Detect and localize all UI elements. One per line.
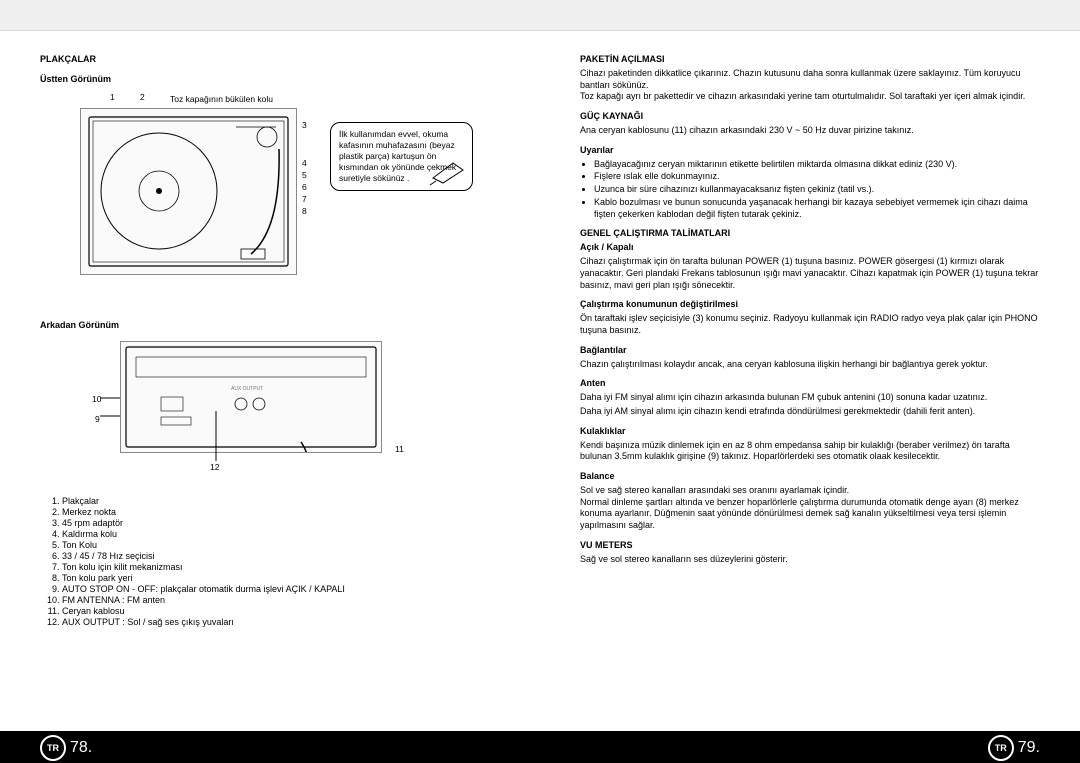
page-number-text: 79.: [1018, 739, 1040, 757]
part-item: 33 / 45 / 78 Hız seçicisi: [62, 551, 520, 561]
section-title-plakcalar: PLAKÇALAR: [40, 54, 520, 64]
top-gradient-bar: [0, 0, 1080, 31]
warnings-list: Bağlayacağınız ceryan miktarının etikett…: [580, 159, 1040, 220]
parts-list: Plakçalar Merkez nokta 45 rpm adaptör Ka…: [40, 496, 520, 627]
h-connections: Bağlantılar: [580, 345, 1040, 355]
p-antenna-am: Daha iyi AM sinyal alımı için cihazın ke…: [580, 406, 1040, 418]
h-warnings: Uyarılar: [580, 145, 1040, 155]
h-vumeters: VU METERS: [580, 540, 1040, 550]
h-onoff: Açık / Kapalı: [580, 242, 1040, 252]
h-antenna: Anten: [580, 378, 1040, 388]
page-number-left: TR 78.: [40, 735, 92, 761]
part-item: Plakçalar: [62, 496, 520, 506]
h-headphones: Kulaklıklar: [580, 426, 1040, 436]
h-power: GÜÇ KAYNAĞI: [580, 111, 1040, 121]
callout-num: 4: [302, 158, 307, 168]
callout-num: 7: [302, 194, 307, 204]
part-item: AUTO STOP ON - OFF: plakçalar otomatik d…: [62, 584, 520, 594]
p-antenna-fm: Daha iyi FM sinyal alımı için cihazın ar…: [580, 392, 1040, 404]
p-headphones: Kendi başınıza müzik dinlemek için en az…: [580, 440, 1040, 463]
part-item: Ton kolu için kilit mekanizması: [62, 562, 520, 572]
h-mode: Çalıştırma konumunun değiştirilmesi: [580, 299, 1040, 309]
label-rear-view: Arkadan Görünüm: [40, 320, 520, 330]
part-item: Ton Kolu: [62, 540, 520, 550]
callout-num: 3: [302, 120, 307, 130]
callout-num: 11: [395, 444, 404, 454]
p-mode: Ön taraftaki işlev seçicisiyle (3) konum…: [580, 313, 1040, 336]
p-unpacking: Cihazı paketinden dikkatlice çıkarınız. …: [580, 68, 1040, 103]
warning-item: Fişlere ıslak elle dokunmayınız.: [594, 171, 1040, 183]
warning-item: Bağlayacağınız ceryan miktarının etikett…: [594, 159, 1040, 171]
callout-num: 12: [210, 462, 219, 472]
h-general: GENEL ÇALIŞTIRMA TALİMATLARI: [580, 228, 1040, 238]
callout-num: 1: [110, 92, 115, 102]
left-page: PLAKÇALAR Üstten Görünüm 1 2 Toz kapağın…: [40, 40, 520, 718]
leader-line: [215, 411, 217, 461]
h-balance: Balance: [580, 471, 1040, 481]
right-page: PAKETİN AÇILMASI Cihazı paketinden dikka…: [580, 40, 1040, 718]
svg-text:AUX OUTPUT: AUX OUTPUT: [231, 386, 263, 392]
p-vumeters: Sağ ve sol stereo kanalların ses düzeyle…: [580, 554, 1040, 566]
p-balance: Sol ve sağ stereo kanalları arasındaki s…: [580, 485, 1040, 532]
callout-num: 5: [302, 170, 307, 180]
diagram-rear-view: AUX OUTPUT: [120, 341, 382, 453]
p-power: Ana ceryan kablosunu (11) cihazın arkası…: [580, 125, 1040, 137]
p-connections: Chazın çalıştırılması kolaydır ancak, an…: [580, 359, 1040, 371]
part-item: Merkez nokta: [62, 507, 520, 517]
dustcover-note: Toz kapağının bükülen kolu: [170, 94, 273, 104]
callout-num: 8: [302, 206, 307, 216]
lang-badge: TR: [40, 735, 66, 761]
part-item: 45 rpm adaptör: [62, 518, 520, 528]
part-item: AUX OUTPUT : Sol / sağ ses çıkış yuvalar…: [62, 617, 520, 627]
p-onoff: Cihazı çalıştırmak için ön tarafta bulun…: [580, 256, 1040, 291]
h-unpacking: PAKETİN AÇILMASI: [580, 54, 1040, 64]
part-item: Ton kolu park yeri: [62, 573, 520, 583]
label-top-view: Üstten Görünüm: [40, 74, 520, 84]
page-number-text: 78.: [70, 739, 92, 757]
cartridge-icon: [428, 158, 468, 186]
warning-item: Kablo bozulması ve bunun sonucunda yaşan…: [594, 197, 1040, 220]
callout-num: 2: [140, 92, 145, 102]
diagram-top-view: [80, 108, 297, 275]
footer-bar: TR 78. TR 79.: [0, 731, 1080, 763]
part-item: Ceryan kablosu: [62, 606, 520, 616]
callout-num: 6: [302, 182, 307, 192]
page-number-right: TR 79.: [988, 735, 1040, 761]
callout-box-cartridge: İlk kullanımdan evvel, okuma kafasının m…: [330, 122, 473, 191]
lang-badge: TR: [988, 735, 1014, 761]
part-item: Kaldırma kolu: [62, 529, 520, 539]
warning-item: Uzunca bir süre cihazınızı kullanmayacak…: [594, 184, 1040, 196]
leader-line: [100, 396, 120, 426]
part-item: FM ANTENNA : FM anten: [62, 595, 520, 605]
